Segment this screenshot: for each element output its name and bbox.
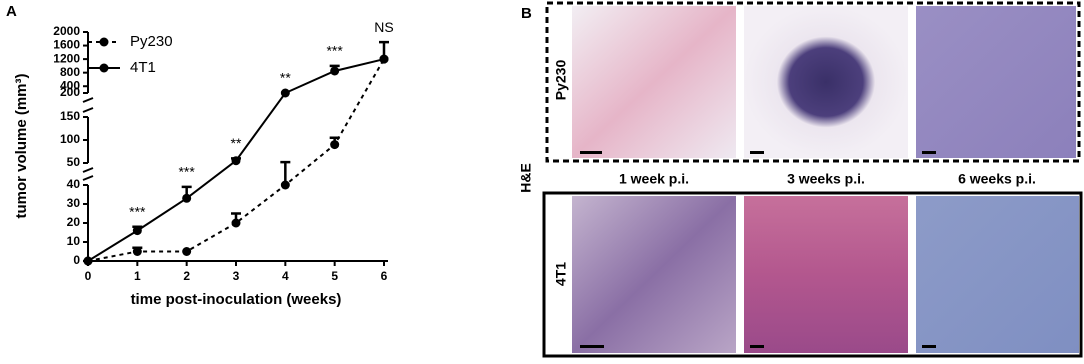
x-tick-label: 1: [134, 269, 141, 283]
legend-marker: [99, 37, 109, 47]
significance: ***: [178, 164, 195, 180]
column-label: 6 weeks p.i.: [958, 171, 1036, 187]
x-tick-label: 0: [85, 269, 92, 283]
axis-break: [82, 175, 94, 181]
panel-label: B: [521, 5, 532, 22]
x-tick-label: 6: [381, 269, 388, 283]
micrograph: [744, 6, 908, 158]
significance: NS: [374, 19, 393, 35]
data-point: [330, 140, 340, 150]
significance: ***: [129, 204, 146, 220]
axis-break: [82, 97, 94, 103]
row-label: Py230: [553, 60, 569, 101]
column-label: 3 weeks p.i.: [787, 171, 865, 187]
y-tick-label: 1600: [53, 38, 80, 52]
data-point: [330, 66, 340, 76]
data-point: [132, 247, 142, 256]
data-point: [280, 88, 290, 98]
y-tick-label: 40: [67, 177, 81, 191]
data-point: [182, 247, 192, 256]
micrograph: [916, 6, 1076, 158]
row-frame: [542, 191, 1083, 358]
y-tick-label: 200: [60, 85, 80, 99]
legend-marker: [99, 63, 109, 73]
data-point: [231, 218, 241, 228]
x-tick-label: 4: [282, 269, 289, 283]
y-tick-label: 1200: [53, 51, 80, 65]
axis-break: [82, 107, 94, 113]
y-tick-label: 0: [73, 253, 80, 267]
x-tick-label: 5: [331, 269, 338, 283]
y-tick-label: 400: [60, 78, 80, 92]
y-tick-label: 150: [60, 109, 80, 123]
y-tick-label: 20: [67, 215, 81, 229]
y-tick-label: 100: [60, 132, 80, 146]
data-point: [83, 256, 93, 266]
scale-bars: [580, 151, 936, 348]
data-point: [132, 226, 142, 236]
x-tick-label: 3: [233, 269, 240, 283]
axis-break: [82, 167, 94, 173]
panel-label: A: [6, 3, 17, 20]
y-tick-label: 10: [67, 234, 81, 248]
y-tick-label: 800: [60, 65, 80, 79]
micrograph: [744, 196, 908, 353]
x-axis-label: time post-inoculation (weeks): [131, 291, 342, 308]
legend-label: 4T1: [130, 59, 156, 76]
stain-label: H&E: [518, 163, 534, 193]
data-point: [231, 156, 241, 166]
data-point: [379, 54, 389, 64]
micrograph: [572, 6, 736, 158]
data-point: [182, 193, 192, 203]
micrograph: [572, 196, 736, 353]
y-tick-label: 2000: [53, 24, 80, 38]
significance: **: [280, 70, 291, 86]
y-axis-label: tumor volume (mm³): [13, 73, 30, 218]
significance: ***: [326, 43, 343, 59]
significance: **: [231, 135, 242, 151]
x-tick-label: 2: [183, 269, 190, 283]
legend-label: Py230: [130, 33, 173, 50]
micrograph: [916, 196, 1079, 353]
row-frame: [545, 1, 1081, 163]
data-point: [280, 180, 290, 190]
y-tick-label: 50: [67, 155, 81, 169]
column-label: 1 week p.i.: [619, 171, 689, 187]
y-tick-label: 30: [67, 196, 81, 210]
row-label: 4T1: [553, 262, 569, 286]
